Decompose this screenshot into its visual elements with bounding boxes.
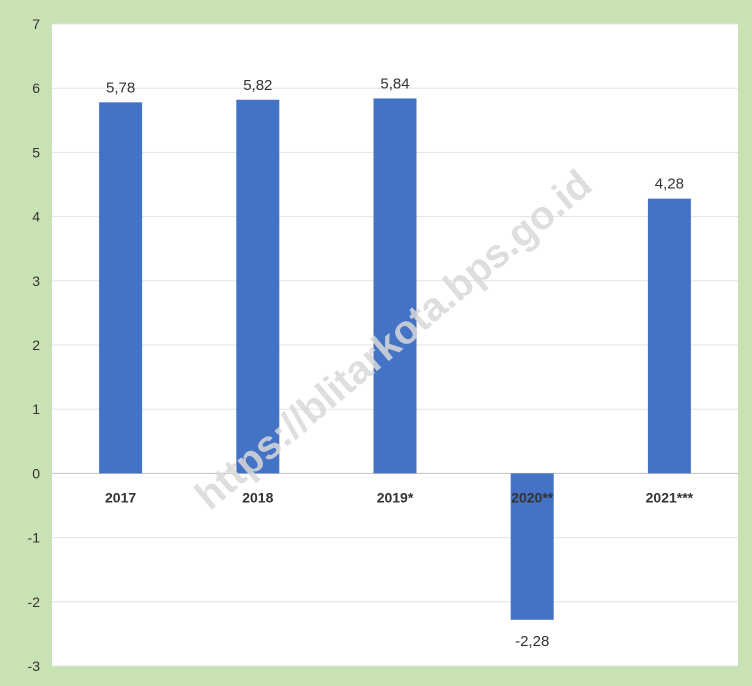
bar bbox=[647, 198, 691, 474]
y-tick-label: -2 bbox=[28, 594, 41, 610]
data-label: 4,28 bbox=[655, 176, 684, 193]
y-tick-label: 6 bbox=[32, 80, 40, 96]
y-tick-label: -3 bbox=[28, 658, 41, 674]
y-tick-label: 1 bbox=[32, 401, 40, 417]
x-category-label: 2019* bbox=[377, 489, 414, 505]
x-category-label: 2020** bbox=[511, 489, 554, 505]
data-label: 5,84 bbox=[380, 75, 409, 92]
y-axis-ticks: 7 6 5 4 3 2 1 0 -1 -2 -3 bbox=[28, 16, 41, 674]
y-tick-label: 2 bbox=[32, 337, 40, 353]
x-category-label: 2018 bbox=[242, 489, 273, 505]
y-tick-label: 7 bbox=[32, 16, 40, 32]
data-label: -2,28 bbox=[515, 633, 549, 650]
y-tick-label: -1 bbox=[28, 530, 41, 546]
bars bbox=[99, 98, 691, 620]
x-category-label: 2017 bbox=[105, 489, 136, 505]
data-labels: 5,78 5,82 5,84 -2,28 4,28 bbox=[106, 75, 684, 649]
x-category-label: 2021*** bbox=[646, 489, 694, 505]
data-label: 5,82 bbox=[243, 77, 272, 94]
bar bbox=[236, 99, 280, 474]
y-tick-label: 4 bbox=[32, 209, 40, 225]
data-label: 5,78 bbox=[106, 79, 135, 96]
bar bbox=[99, 102, 143, 474]
bar bbox=[373, 98, 417, 474]
bar bbox=[510, 473, 554, 620]
y-tick-label: 3 bbox=[32, 273, 40, 289]
y-tick-label: 0 bbox=[32, 465, 40, 481]
y-tick-label: 5 bbox=[32, 144, 40, 160]
x-axis-categories: 2017 2018 2019* 2020** 2021*** bbox=[105, 489, 694, 505]
